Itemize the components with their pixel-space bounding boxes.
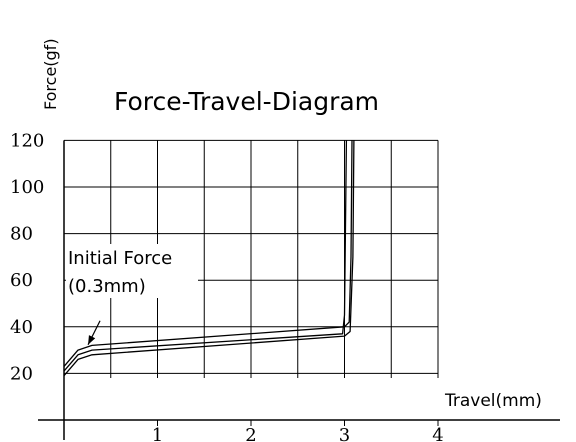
series-line-2 bbox=[63, 140, 355, 377]
y-tick-label: 80 bbox=[10, 224, 33, 245]
x-tick-label: 3 bbox=[339, 425, 350, 442]
tick-labels: 20 40 60 80 100 120 1 2 3 4 bbox=[10, 130, 444, 442]
series-line-3 bbox=[63, 140, 348, 372]
y-tick-label: 60 bbox=[10, 270, 33, 291]
annotation-background bbox=[66, 244, 198, 298]
annotation-arrowhead bbox=[88, 335, 96, 345]
y-tick-label: 120 bbox=[10, 130, 44, 151]
y-axis-label: Force(gf) bbox=[41, 38, 60, 110]
y-tick-label: 20 bbox=[10, 363, 33, 384]
annotation-line-2: (0.3mm) bbox=[68, 276, 146, 297]
annotation-line-1: Initial Force bbox=[68, 248, 172, 269]
series-line-1 bbox=[63, 140, 353, 367]
y-tick-label: 40 bbox=[10, 317, 33, 338]
x-axis-label: Travel(mm) bbox=[444, 391, 542, 411]
y-tick-label: 100 bbox=[10, 177, 44, 198]
x-tick-label: 2 bbox=[245, 425, 256, 442]
x-tick-label: 4 bbox=[432, 425, 443, 442]
chart-title: Force-Travel-Diagram bbox=[114, 87, 379, 116]
series-group bbox=[63, 140, 355, 377]
axes bbox=[38, 140, 560, 440]
x-tick-label: 1 bbox=[152, 425, 163, 442]
